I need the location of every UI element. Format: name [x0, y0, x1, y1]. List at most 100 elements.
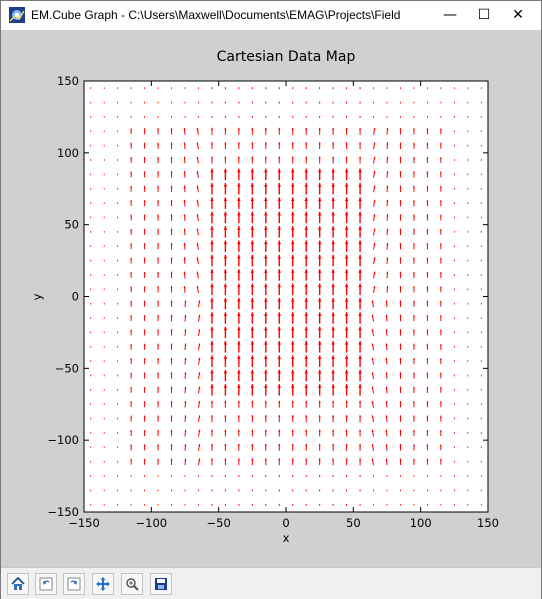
- field-arrowhead: [426, 386, 429, 389]
- forward-button[interactable]: [63, 573, 85, 595]
- field-arrowhead: [371, 314, 374, 318]
- field-arrowhead: [278, 156, 281, 159]
- field-arrowhead: [371, 357, 374, 361]
- pan-button[interactable]: [92, 573, 114, 595]
- home-icon: [11, 576, 25, 590]
- field-arrowhead: [143, 257, 146, 260]
- field-arrowhead: [439, 372, 442, 375]
- field-arrowhead: [318, 400, 321, 403]
- field-arrowhead: [399, 429, 402, 432]
- field-arrowhead: [385, 458, 388, 461]
- field-arrowhead: [290, 226, 295, 230]
- field-arrowhead: [237, 341, 241, 345]
- save-button[interactable]: [150, 573, 172, 595]
- field-arrowhead: [130, 315, 133, 317]
- field-arrowhead: [412, 372, 415, 375]
- field-arrowhead: [345, 415, 348, 418]
- field-arrowhead: [196, 199, 199, 203]
- field-arrowhead: [130, 430, 133, 432]
- field-arrowhead: [143, 386, 146, 389]
- field-arrowhead: [358, 355, 362, 360]
- field-arrowhead: [198, 429, 201, 432]
- field-arrowhead: [412, 286, 415, 289]
- field-arrowhead: [399, 242, 402, 246]
- minimize-button[interactable]: —: [443, 7, 457, 23]
- field-arrowhead: [426, 271, 429, 274]
- field-arrowhead: [358, 326, 362, 331]
- field-arrowhead: [426, 458, 429, 461]
- field-arrowhead: [196, 271, 199, 274]
- field-arrowhead: [399, 199, 402, 202]
- field-arrowhead: [130, 228, 133, 231]
- x-tick-label: 150: [477, 516, 499, 530]
- title-bar[interactable]: EM.Cube Graph - C:\Users\Maxwell\Documen…: [1, 1, 541, 30]
- field-arrowhead: [291, 443, 294, 447]
- field-arrowhead: [157, 185, 160, 188]
- field-arrowhead: [210, 355, 214, 360]
- field-arrowhead: [304, 312, 308, 316]
- field-arrowhead: [386, 156, 389, 159]
- home-button[interactable]: [7, 573, 29, 595]
- close-button[interactable]: ✕: [512, 7, 524, 23]
- figure-canvas[interactable]: Cartesian Data Map −150 −100 −50 0 50 100 150−…: [1, 30, 541, 567]
- field-arrowhead: [130, 329, 133, 332]
- back-button[interactable]: [35, 573, 57, 595]
- field-arrowhead: [183, 271, 186, 274]
- field-arrowhead: [264, 283, 268, 288]
- field-arrowhead: [251, 400, 254, 403]
- field-arrowhead: [237, 226, 241, 230]
- field-arrowhead: [385, 372, 388, 375]
- field-arrowhead: [157, 444, 160, 447]
- field-arrowhead: [210, 443, 213, 447]
- field-arrowhead: [439, 257, 442, 260]
- field-arrowhead: [318, 443, 321, 447]
- field-arrowhead: [237, 127, 240, 130]
- field-arrowhead: [184, 429, 187, 432]
- field-arrowhead: [426, 200, 429, 202]
- field-arrowhead: [317, 326, 322, 331]
- maximize-button[interactable]: ☐: [477, 7, 491, 23]
- forward-icon: [67, 577, 81, 591]
- field-arrowhead: [317, 240, 322, 245]
- field-arrowhead: [184, 415, 187, 418]
- field-arrowhead: [331, 269, 335, 273]
- field-arrowhead: [157, 199, 160, 202]
- field-arrowhead: [224, 415, 227, 418]
- field-arrowhead: [358, 283, 362, 288]
- field-arrowhead: [331, 197, 335, 201]
- field-arrowhead: [358, 240, 362, 245]
- field-arrowhead: [143, 185, 146, 188]
- field-arrowhead: [184, 372, 187, 375]
- zoom-icon: [126, 578, 139, 591]
- field-arrowhead: [157, 243, 160, 246]
- field-arrowhead: [317, 369, 322, 374]
- field-arrowhead: [317, 297, 322, 302]
- field-arrowhead: [332, 429, 335, 432]
- field-arrowhead: [277, 341, 282, 345]
- field-arrowhead: [130, 214, 133, 217]
- field-arrowhead: [399, 228, 402, 231]
- field-arrowhead: [277, 269, 282, 273]
- field-arrowhead: [373, 185, 376, 188]
- field-arrowhead: [359, 400, 362, 403]
- field-arrowhead: [426, 257, 429, 260]
- field-arrowhead: [157, 171, 160, 174]
- field-arrowhead: [412, 458, 415, 461]
- field-arrowhead: [373, 199, 376, 203]
- field-arrowhead: [291, 127, 294, 130]
- field-arrowhead: [130, 128, 133, 131]
- field-arrowhead: [143, 300, 146, 303]
- field-arrowhead: [344, 283, 349, 288]
- y-tick-label: 150: [57, 74, 79, 88]
- field-arrowhead: [358, 168, 362, 173]
- field-arrowhead: [198, 300, 201, 303]
- field-arrowhead: [412, 128, 415, 131]
- field-arrowhead: [331, 297, 335, 302]
- field-arrowhead: [251, 142, 254, 145]
- zoom-button[interactable]: [121, 573, 143, 595]
- field-arrowhead: [223, 269, 228, 273]
- field-arrowhead: [157, 214, 160, 217]
- field-arrowhead: [358, 254, 362, 259]
- field-arrowhead: [170, 128, 173, 131]
- field-arrowhead: [439, 329, 442, 332]
